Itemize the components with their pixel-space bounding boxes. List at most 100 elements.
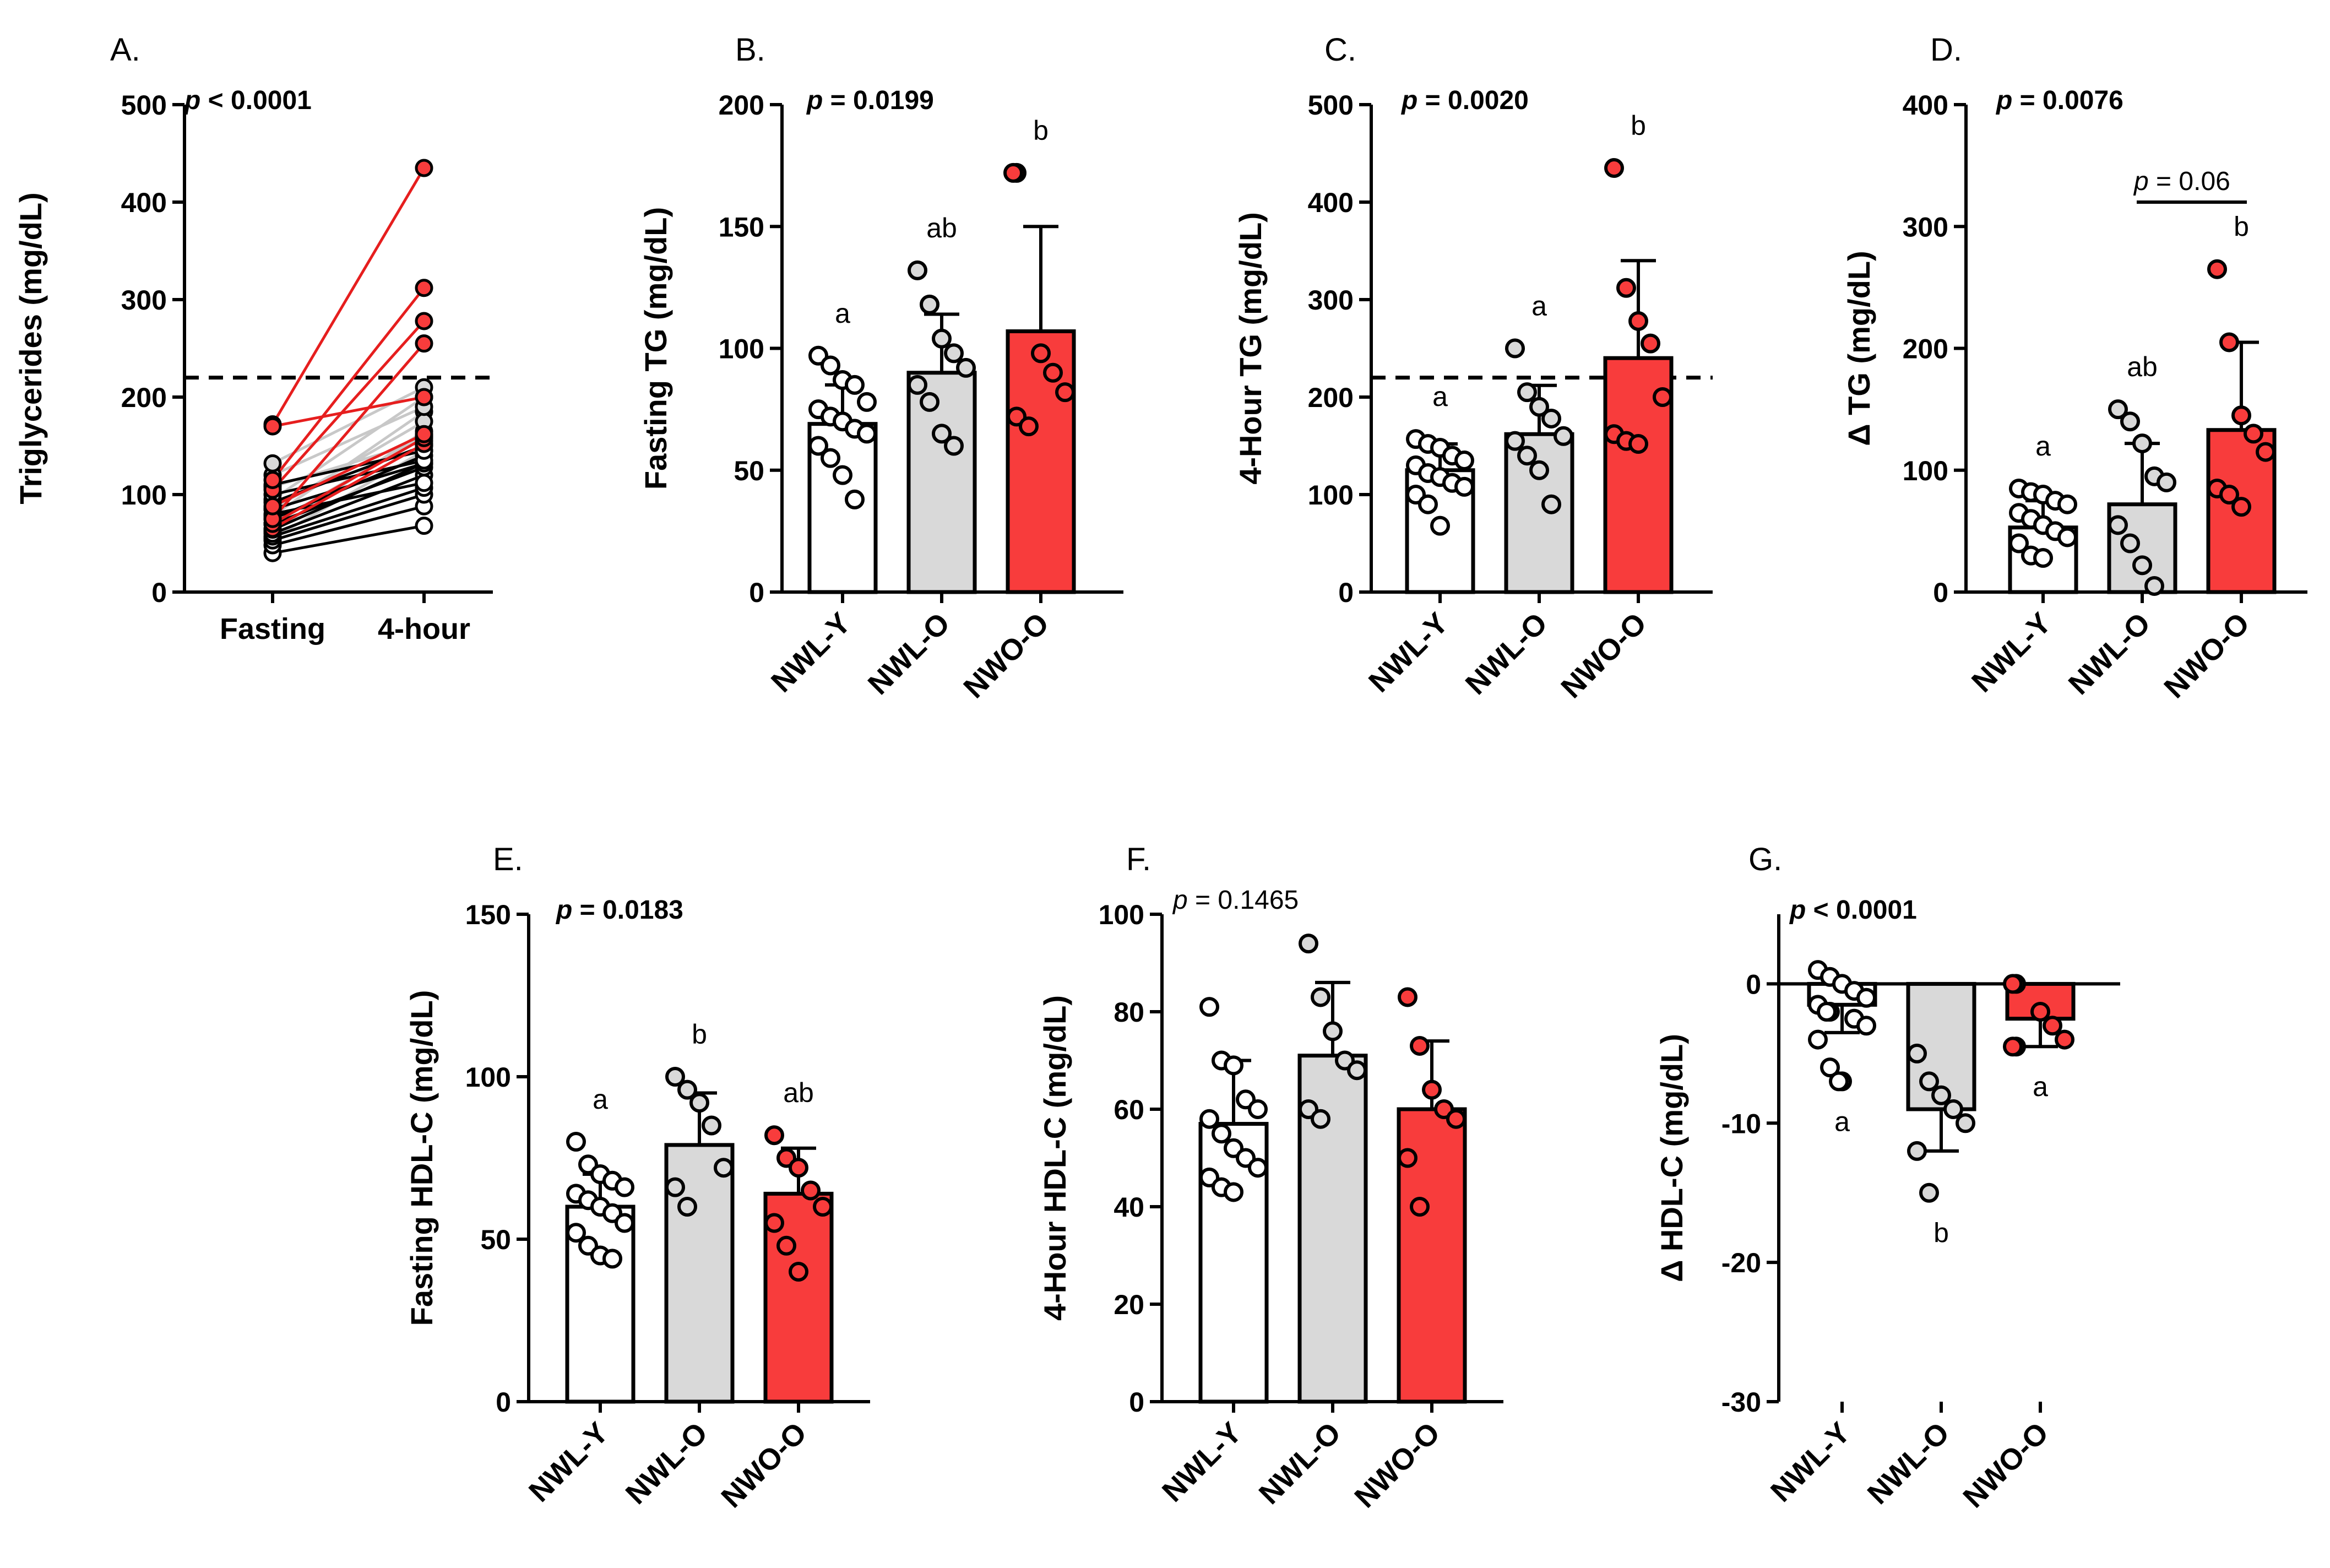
data-point [845, 375, 865, 395]
data-point [2256, 442, 2275, 462]
paired-line [271, 442, 425, 530]
p-symbol: p [183, 86, 200, 115]
p-symbol: p [1995, 86, 2012, 115]
data-point [415, 159, 433, 177]
y-axis-title: 4-Hour HDL-C (mg/dL) [1038, 995, 1072, 1321]
data-point [1422, 1079, 1442, 1100]
data-point [415, 279, 433, 297]
data-point [1604, 158, 1624, 178]
y-tick-label: 300 [121, 285, 167, 316]
data-point [2003, 974, 2023, 994]
y-tick-label: 100 [1099, 899, 1144, 930]
significance-letter: a [835, 298, 850, 329]
x-tick-label: NWL-O [2062, 606, 2157, 701]
p-value: = 0.0183 [572, 896, 683, 925]
data-point [2030, 1002, 2050, 1022]
p-value-label: p = 0.0199 [806, 86, 934, 115]
y-tick-label: 100 [1903, 455, 1948, 486]
data-point [1529, 397, 1549, 417]
paired-line [271, 405, 425, 476]
paired-line [271, 433, 425, 508]
x-tick-label: NWL-Y [523, 1416, 615, 1509]
data-point [776, 1235, 796, 1256]
data-point [2144, 576, 2164, 596]
y-axis-title: 4-Hour TG (mg/dL) [1233, 212, 1268, 485]
p-value: < 0.0001 [1806, 896, 1917, 925]
data-point [1505, 338, 1525, 359]
paired-line [272, 524, 425, 555]
y-axis-title: Fasting HDL-C (mg/dL) [404, 990, 439, 1326]
data-point [689, 1093, 709, 1113]
y-tick-label: 200 [719, 90, 764, 121]
chart-panel-b: B. 0 50 100 150 200 Fasting TG (mg/dL) p = 0.01… [638, 32, 1123, 704]
data-point [944, 343, 964, 363]
x-tick-label: NWO-O [715, 1416, 813, 1514]
paired-line [272, 493, 425, 542]
p-value-label: p < 0.0001 [183, 86, 312, 115]
y-tick-label: 100 [121, 480, 167, 511]
data-point [845, 489, 865, 509]
data-point [1919, 1071, 1939, 1092]
p-symbol: p [2133, 167, 2149, 196]
data-point [1323, 1021, 1343, 1041]
paired-line [272, 449, 425, 486]
x-tick-label: NWL-Y [1156, 1416, 1248, 1509]
data-point [1019, 416, 1039, 437]
x-tick-label: NWO-O [1555, 606, 1653, 704]
data-point [2244, 424, 2263, 444]
data-point [944, 436, 964, 456]
x-tick-label: NWO-O [1348, 1416, 1446, 1514]
x-tick-label: NWO-O [957, 606, 1055, 704]
data-point [602, 1249, 622, 1269]
data-point [1454, 476, 1474, 497]
data-point [665, 1177, 685, 1197]
data-point [857, 392, 877, 412]
p-value-label: p < 0.0001 [1789, 896, 1917, 925]
y-tick-label: -10 [1721, 1108, 1761, 1139]
y-tick-label: 200 [1308, 382, 1354, 413]
data-point [1311, 1109, 1330, 1129]
x-tick-label: 4-hour [378, 612, 470, 645]
p-symbol: p [1172, 886, 1188, 915]
significance-letter: b [2234, 211, 2249, 242]
p-value: = 0.0020 [1417, 86, 1529, 115]
data-point [1043, 362, 1063, 383]
y-tick-label: 500 [1308, 90, 1354, 121]
panel-letter: G. [1748, 842, 1782, 877]
data-point [566, 1132, 586, 1152]
data-point [908, 375, 927, 395]
y-tick-label: 150 [719, 211, 764, 242]
y-tick-label: 20 [1114, 1289, 1144, 1320]
data-point [801, 1180, 821, 1201]
data-point [821, 448, 840, 468]
data-point [813, 1197, 833, 1217]
data-point [1653, 387, 1672, 407]
paired-line [271, 287, 425, 481]
data-point [2043, 1016, 2062, 1036]
chart-panel-g: G. 0 -10 -20 -30 Δ HDL-C (mg/dL) p < 0.0001 a NW… [1654, 842, 2120, 1514]
data-point [1820, 1057, 1840, 1078]
y-tick-label: 0 [1338, 577, 1354, 608]
data-point [821, 355, 840, 376]
data-point [1517, 446, 1537, 466]
data-point [1529, 460, 1549, 480]
data-point [1956, 1113, 1975, 1133]
y-tick-label: 200 [121, 382, 167, 413]
paired-line [271, 343, 425, 520]
p-value-label: p = 0.0020 [1400, 86, 1529, 115]
paired-line [272, 504, 425, 547]
data-point [263, 497, 282, 516]
y-tick-label: 100 [1308, 480, 1354, 511]
data-point [1410, 1197, 1430, 1217]
data-point [1856, 988, 1876, 1008]
significance-letter: b [1033, 115, 1049, 146]
y-tick-label: 0 [749, 577, 764, 608]
data-point [1554, 426, 1573, 446]
p-symbol: p [1400, 86, 1417, 115]
data-point [415, 425, 433, 443]
p-value: = 0.0199 [823, 86, 934, 115]
data-point [677, 1079, 697, 1100]
x-tick-label: NWL-Y [1965, 606, 2058, 699]
data-point [1248, 1099, 1268, 1119]
